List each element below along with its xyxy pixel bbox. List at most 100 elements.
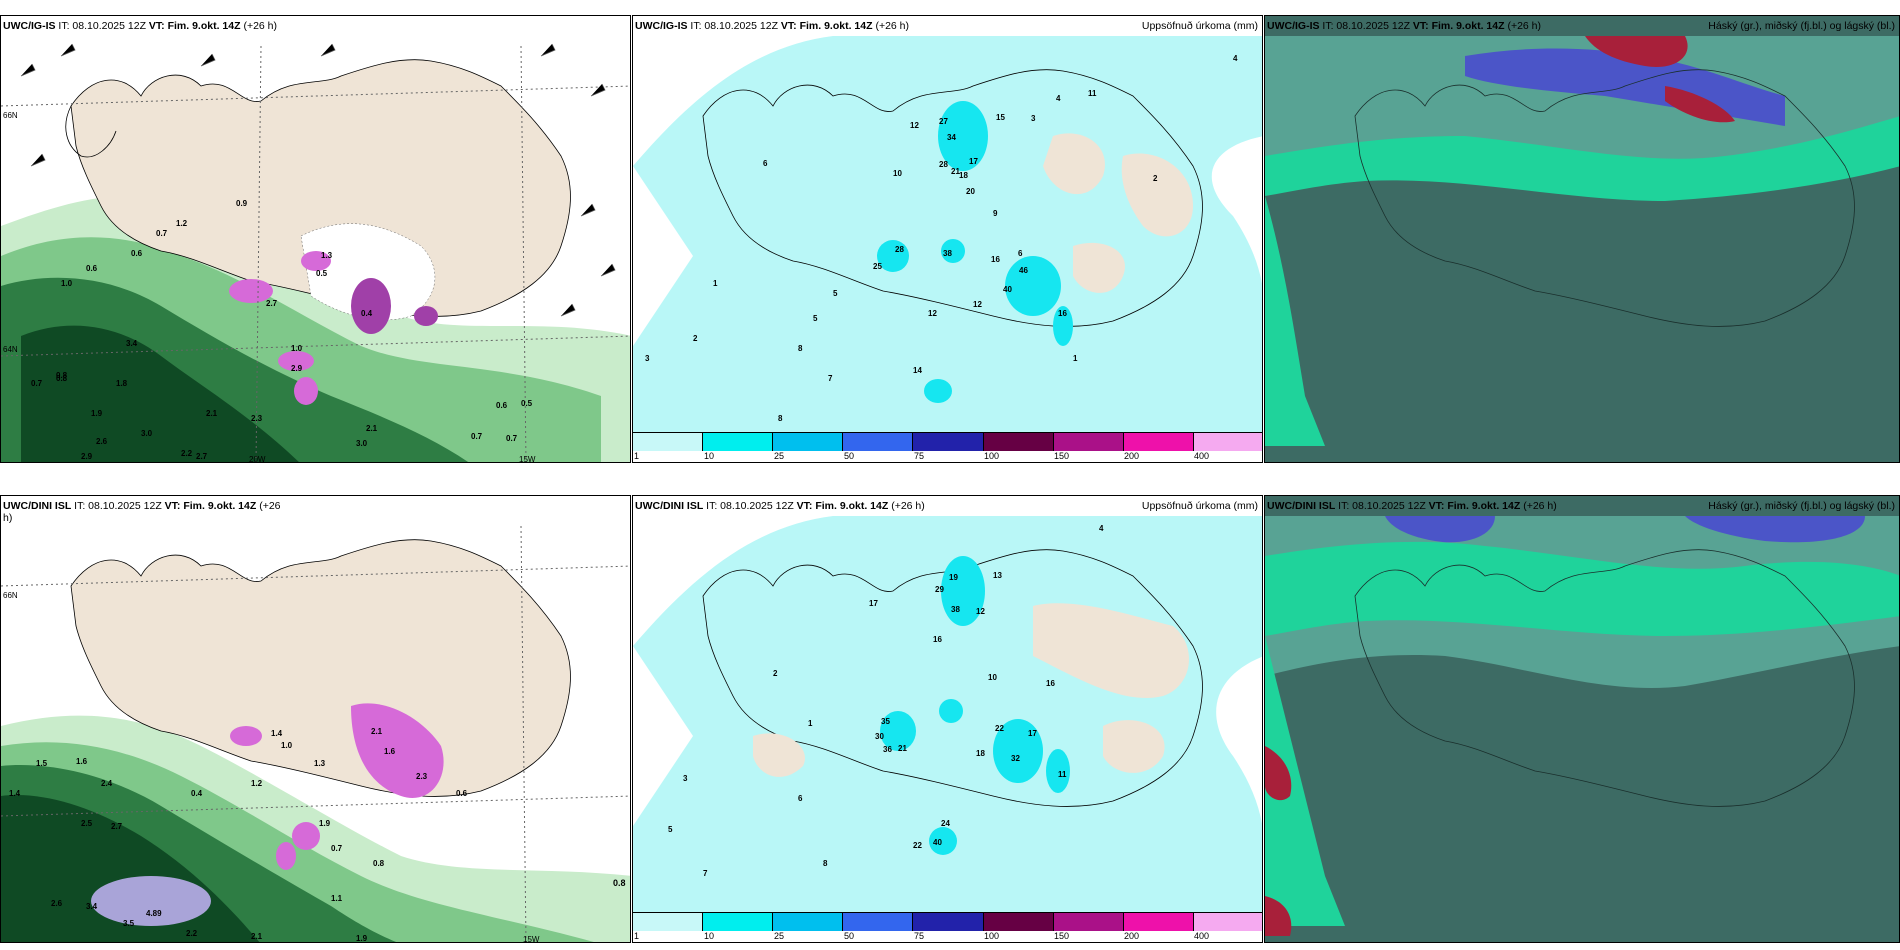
land-iceland (70, 59, 571, 317)
svg-text:24: 24 (941, 819, 950, 828)
convective-cell (301, 251, 331, 271)
panel-field-title: Háský (gr.), miðský (fj.bl.) og lágský (… (1708, 20, 1895, 32)
svg-text:2.1: 2.1 (366, 424, 378, 433)
cloud-red (1585, 36, 1688, 67)
convective-cell (276, 842, 296, 870)
svg-text:1.9: 1.9 (319, 819, 331, 828)
precip-cell (939, 699, 963, 723)
convective-cell (278, 351, 314, 371)
svg-text:2.1: 2.1 (371, 727, 383, 736)
colorbar-tick: 75 (914, 931, 925, 941)
lon-label: 15W (519, 455, 536, 463)
svg-text:0.5: 0.5 (316, 269, 328, 278)
precip-cell (1046, 749, 1070, 793)
svg-text:32: 32 (1011, 754, 1020, 763)
colorbar-swatch (633, 433, 704, 451)
svg-text:3: 3 (1031, 114, 1036, 123)
svg-text:12: 12 (910, 121, 919, 130)
svg-text:1.6: 1.6 (384, 747, 396, 756)
colorbar: 1 10 25 50 75 100 150 200 400 (633, 432, 1262, 462)
coast-westfjords (65, 105, 117, 158)
svg-text:0.7: 0.7 (156, 229, 168, 238)
svg-text:0.7: 0.7 (471, 432, 483, 441)
svg-text:2.6: 2.6 (51, 899, 63, 908)
colorbar-tick: 200 (1124, 451, 1140, 461)
svg-text:46: 46 (1019, 266, 1028, 275)
svg-text:1.5: 1.5 (36, 759, 48, 768)
svg-text:22: 22 (913, 841, 922, 850)
svg-text:17: 17 (869, 599, 878, 608)
colorbar-tick: 10 (704, 451, 715, 461)
svg-text:3.0: 3.0 (356, 439, 368, 448)
svg-text:7: 7 (703, 869, 708, 878)
precip-cell (938, 101, 988, 171)
svg-text:1.0: 1.0 (281, 741, 293, 750)
svg-text:3.0: 3.0 (141, 429, 153, 438)
colorbar-tick: 25 (774, 931, 785, 941)
svg-text:2: 2 (773, 669, 778, 678)
svg-text:8: 8 (823, 859, 828, 868)
colorbar-swatch (1193, 913, 1262, 931)
svg-text:10: 10 (893, 169, 902, 178)
svg-text:36: 36 (883, 745, 892, 754)
colorbar-swatch (913, 913, 984, 931)
svg-text:4: 4 (1233, 54, 1238, 63)
svg-text:2: 2 (693, 334, 698, 343)
svg-text:34: 34 (947, 133, 956, 142)
colorbar-swatch (843, 433, 914, 451)
colorbar: 1 10 25 50 75 100 150 200 400 (633, 912, 1262, 942)
panel-field-title: Háský (gr.), miðský (fj.bl.) og lágský (… (1708, 500, 1895, 512)
precip-cell (941, 556, 985, 626)
svg-text:1: 1 (713, 279, 718, 288)
colorbar-tick: 75 (914, 451, 925, 461)
cloud-red (1665, 86, 1735, 123)
precip-cell (993, 719, 1043, 783)
convective-cell (294, 377, 318, 405)
svg-text:3: 3 (683, 774, 688, 783)
colorbar-tick: 100 (984, 931, 1000, 941)
svg-text:30: 30 (875, 732, 884, 741)
svg-text:2.1: 2.1 (206, 409, 218, 418)
lon-label: 15W (523, 935, 540, 943)
cloud-blue (1685, 516, 1865, 543)
map-svg: 66N 64N 20W 15W 0.6 1.0 0.7 0.6 0.9 1.2 … (1, 16, 630, 463)
panel-title: UWC/IG-IS IT: 08.10.2025 12Z VT: Fim. 9.… (635, 20, 910, 32)
precip-cell (941, 239, 965, 263)
svg-text:5: 5 (833, 289, 838, 298)
svg-text:0.6: 0.6 (86, 264, 98, 273)
panel-precip-type-dini: UWC/DINI ISL IT: 08.10.2025 12Z VT: Fim.… (0, 495, 631, 943)
svg-text:13: 13 (993, 571, 1002, 580)
svg-text:0.7: 0.7 (331, 844, 343, 853)
svg-text:0.4: 0.4 (191, 789, 203, 798)
svg-text:4.89: 4.89 (146, 909, 162, 918)
magenta-area (351, 703, 444, 798)
colorbar-swatch (703, 913, 774, 931)
lat-label: 64N (3, 345, 18, 354)
svg-text:29: 29 (935, 585, 944, 594)
svg-text:17: 17 (969, 157, 978, 166)
svg-text:16: 16 (991, 255, 1000, 264)
svg-text:2.7: 2.7 (266, 299, 278, 308)
colorbar-tick: 150 (1054, 931, 1070, 941)
svg-text:2.1: 2.1 (251, 932, 263, 941)
svg-text:2.2: 2.2 (181, 449, 193, 458)
coastline (1354, 69, 1855, 327)
cloud-blue (1385, 516, 1495, 543)
dry-area (1043, 133, 1105, 195)
svg-text:10: 10 (988, 673, 997, 682)
svg-text:9: 9 (993, 209, 998, 218)
svg-text:2.7: 2.7 (111, 822, 123, 831)
svg-text:38: 38 (951, 605, 960, 614)
panel-title: UWC/DINI ISL IT: 08.10.2025 12Z VT: Fim.… (3, 500, 281, 512)
panel-field-title: Uppsöfnuð úrkoma (mm) (1141, 20, 1258, 32)
svg-text:0.6: 0.6 (496, 401, 508, 410)
svg-text:6: 6 (798, 794, 803, 803)
panel-title: UWC/DINI ISL IT: 08.10.2025 12Z VT: Fim.… (635, 500, 925, 512)
map-svg (1265, 16, 1899, 462)
svg-text:2.9: 2.9 (291, 364, 303, 373)
precip-cell (1005, 256, 1061, 316)
colorbar-tick: 50 (844, 451, 855, 461)
svg-text:0.8: 0.8 (56, 374, 68, 383)
cloud-red (1265, 746, 1292, 801)
svg-text:6: 6 (763, 159, 768, 168)
